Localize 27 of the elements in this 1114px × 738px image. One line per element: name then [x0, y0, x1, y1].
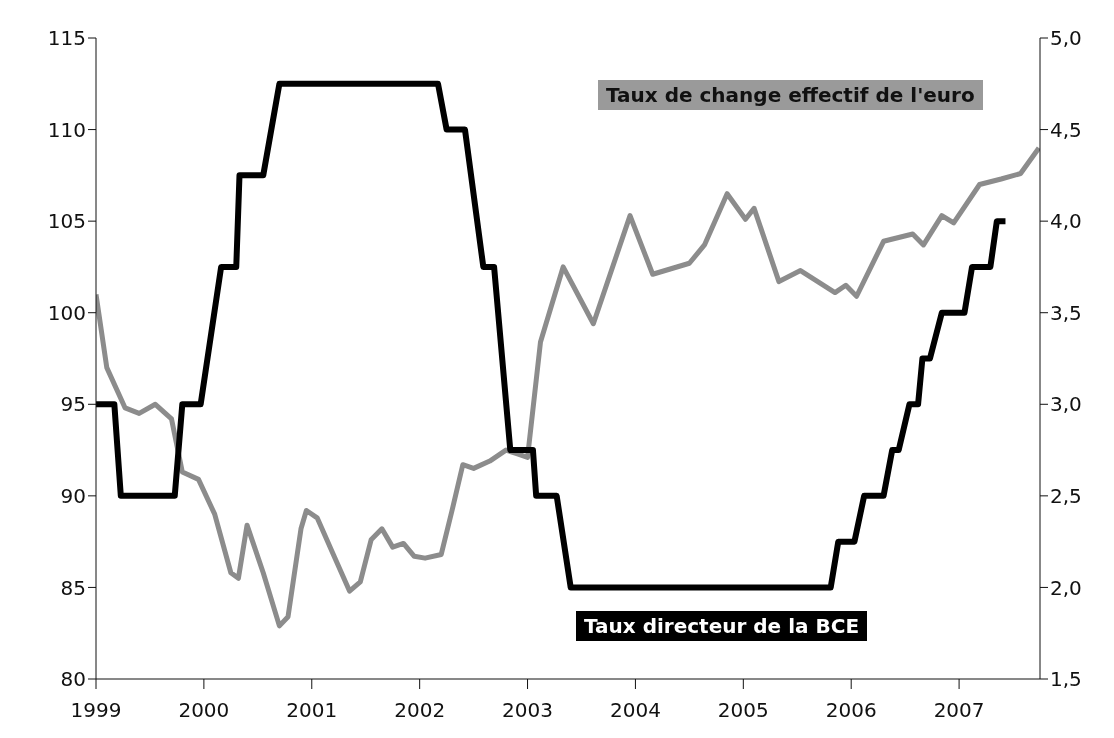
x-tick-label: 2007 [933, 698, 985, 723]
y-tick-label: 90 [60, 483, 86, 508]
y-tick-label: 80 [60, 667, 86, 692]
y2-tick-label: 2,0 [1050, 575, 1082, 600]
y2-tick-label: 5,0 [1050, 26, 1082, 51]
y2-tick-label: 4,5 [1050, 117, 1082, 142]
y2-tick-label: 3,0 [1050, 392, 1082, 417]
y-tick-label: 115 [47, 26, 86, 51]
y-tick-label: 85 [60, 575, 86, 600]
text: Taux de change effectif de l'euro [598, 80, 983, 110]
x-tick-label: 2006 [825, 698, 877, 723]
y2-tick-label: 3,5 [1050, 300, 1082, 325]
y2-tick-label: 2,5 [1050, 483, 1082, 508]
x-tick-label: 2005 [717, 698, 769, 723]
y-tick-label: 95 [60, 392, 86, 417]
y2-tick-label: 4,0 [1050, 209, 1082, 234]
y-tick-label: 105 [47, 209, 86, 234]
x-tick-label: 1999 [70, 698, 122, 723]
y2-tick-label: 1,5 [1050, 667, 1082, 692]
y-tick-label: 100 [47, 300, 86, 325]
x-tick-label: 2001 [286, 698, 338, 723]
x-tick-label: 2000 [178, 698, 230, 723]
x-tick-label: 2004 [609, 698, 661, 723]
y-tick-label: 110 [47, 117, 86, 142]
x-tick-label: 2003 [502, 698, 553, 723]
series-label: Taux directeur de la BCE [576, 611, 868, 641]
x-tick-label: 2002 [394, 698, 446, 723]
